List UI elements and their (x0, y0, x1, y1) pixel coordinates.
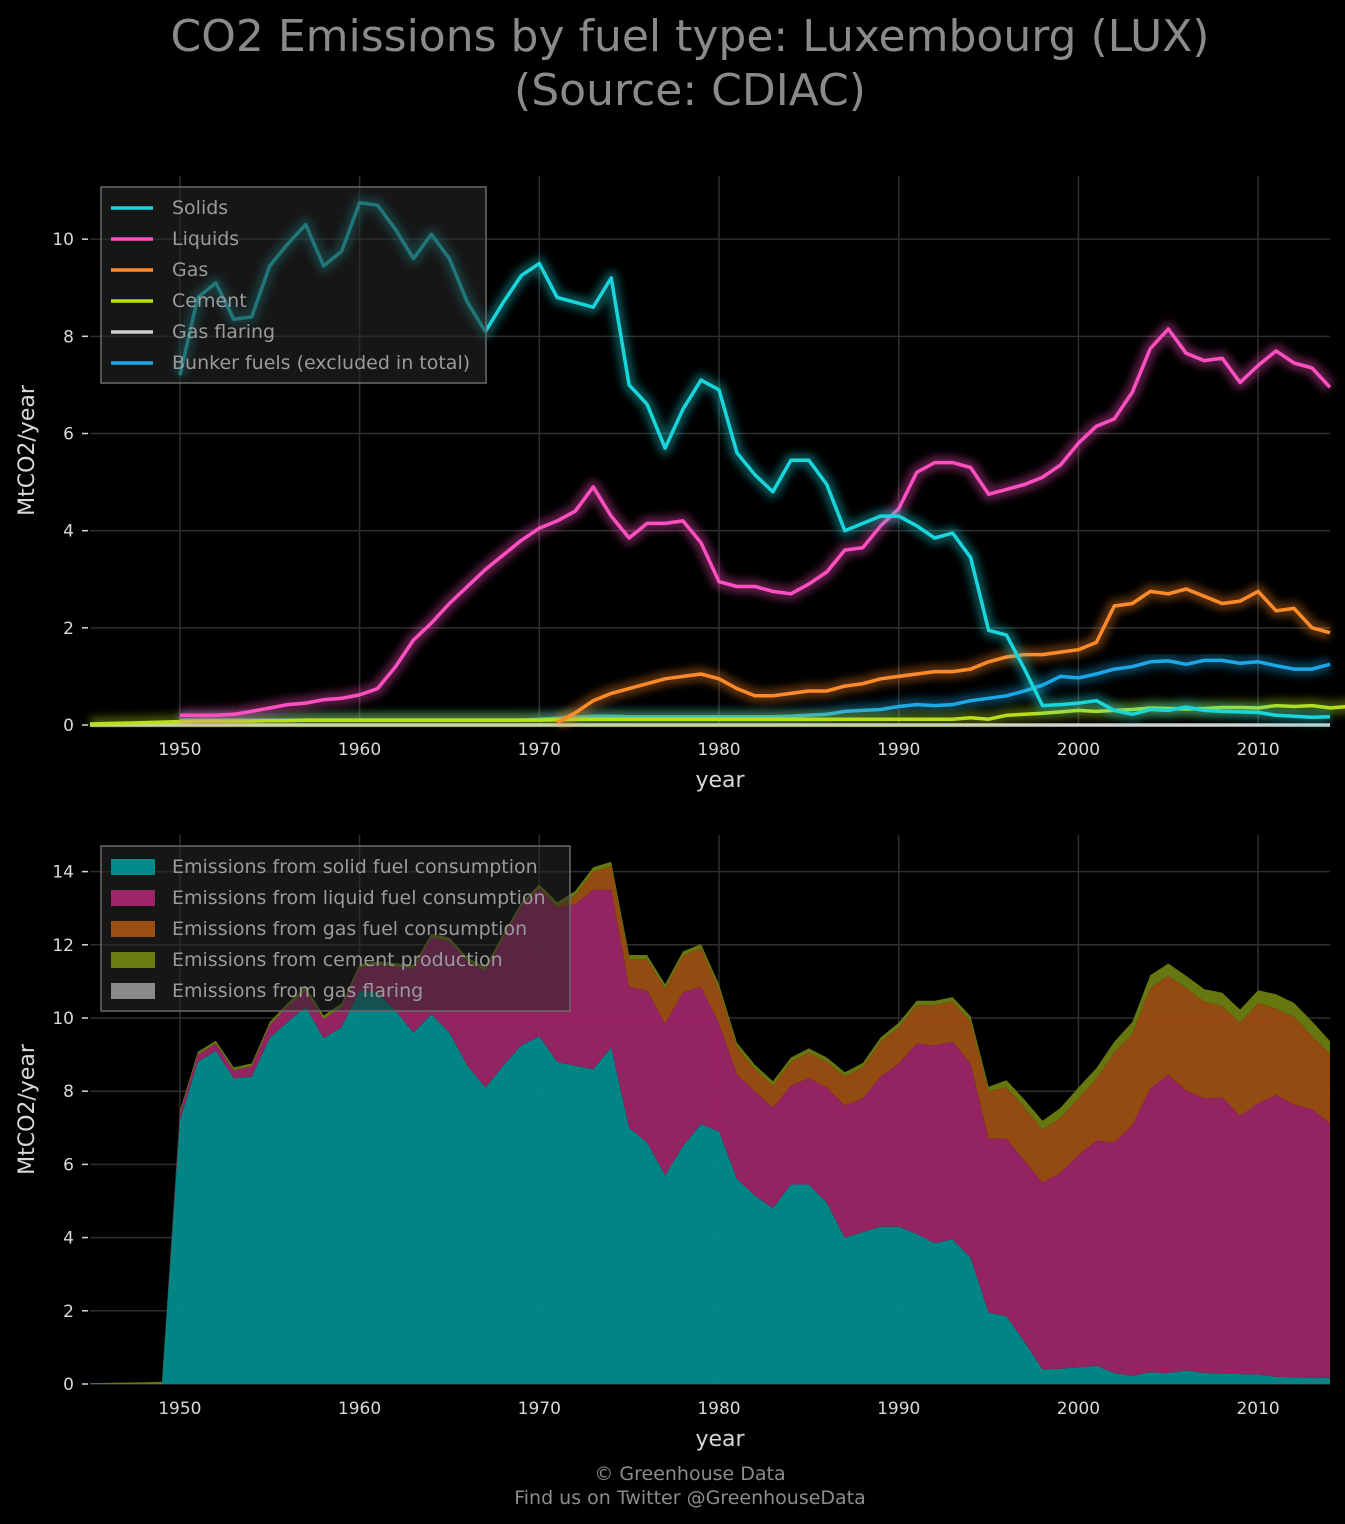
x-tick-label: 2010 (1236, 740, 1279, 760)
y-axis-label: MtCO2/year (15, 384, 40, 516)
y-tick-label: 8 (63, 327, 74, 347)
chart-title-line1: CO2 Emissions by fuel type: Luxembourg (… (170, 11, 1210, 62)
legend-label-emissions-from-gas-flaring: Emissions from gas flaring (172, 980, 423, 1002)
y-tick-label: 4 (63, 1229, 74, 1249)
chart-title-line2: (Source: CDIAC) (514, 65, 866, 116)
area-emissions-from-liquid-fuel-consumption (90, 888, 1330, 1384)
legend-swatch-emissions-from-solid-fuel-consumption (111, 859, 155, 875)
legend-label-bunker-fuels-excluded-in-total: Bunker fuels (excluded in total) (172, 352, 470, 374)
legend-label-gas-flaring: Gas flaring (172, 321, 275, 343)
area-chart-bottom: 1950 1960 1970 1980 1990 2000 2010 0 2 4 6 8 10 12 14 y… (15, 835, 1330, 1452)
y-tick-label: 10 (52, 1009, 74, 1029)
y-tick-label: 12 (52, 936, 74, 956)
y-tick-label: 6 (63, 424, 74, 444)
series-line-gas (556, 587, 1331, 725)
legend-label-emissions-from-liquid-fuel-consumption: Emissions from liquid fuel consumption (172, 887, 546, 909)
y-axis-label: MtCO2/year (15, 1043, 40, 1175)
y-tick-label: 2 (63, 619, 74, 639)
y-tick-label: 2 (63, 1302, 74, 1322)
x-tick-label: 2000 (1057, 740, 1100, 760)
legend-label-cement: Cement (172, 290, 247, 312)
x-axis-label: year (695, 1427, 745, 1452)
x-tick-label: 1960 (338, 1399, 381, 1419)
legend-swatch-emissions-from-liquid-fuel-consumption (111, 890, 155, 906)
x-tick-label: 1960 (338, 740, 381, 760)
legend-swatch-emissions-from-gas-flaring (111, 983, 155, 999)
x-tick-label: 1990 (877, 1399, 920, 1419)
y-tick-label: 0 (63, 1375, 74, 1395)
legend-box (100, 186, 487, 384)
legend-box (100, 845, 571, 1012)
footer-twitter: Find us on Twitter @GreenhouseData (514, 1487, 866, 1509)
x-tick-label: 1980 (697, 740, 740, 760)
line-chart-top: 1950 1960 1970 1980 1990 2000 2010 0 2 4 6 8 10 year M… (15, 176, 1345, 793)
y-tick-label: 6 (63, 1155, 74, 1175)
y-tick-label: 10 (52, 230, 74, 250)
x-tick-label: 1990 (877, 740, 920, 760)
x-axis-label: year (695, 768, 745, 793)
area-emissions-from-cement-production (90, 861, 1330, 1384)
x-tick-label: 1950 (158, 740, 201, 760)
legend-label-emissions-from-solid-fuel-consumption: Emissions from solid fuel consumption (172, 856, 538, 878)
footer-copyright: © Greenhouse Data (594, 1463, 786, 1485)
y-tick-label: 8 (63, 1082, 74, 1102)
area-emissions-from-solid-fuel-consumption (90, 990, 1330, 1384)
legend-swatch-emissions-from-gas-fuel-consumption (111, 921, 155, 937)
x-tick-label: 2000 (1057, 1399, 1100, 1419)
y-tick-label: 4 (63, 522, 74, 542)
series-line-liquids (179, 327, 1332, 718)
legend-label-gas: Gas (172, 259, 208, 281)
series-line-cement (89, 703, 1345, 726)
legend-label-emissions-from-cement-production: Emissions from cement production (172, 949, 503, 971)
legend-swatch-emissions-from-cement-production (111, 952, 155, 968)
x-tick-label: 1970 (518, 740, 561, 760)
legend-label-emissions-from-gas-fuel-consumption: Emissions from gas fuel consumption (172, 918, 527, 940)
y-tick-label: 0 (63, 716, 74, 736)
x-tick-label: 1950 (158, 1399, 201, 1419)
legend-label-liquids: Liquids (172, 228, 239, 250)
chart-title: CO2 Emissions by fuel type: Luxembourg (… (0, 10, 1345, 118)
x-tick-label: 2010 (1236, 1399, 1279, 1419)
area-emissions-from-gas-fuel-consumption (90, 866, 1330, 1384)
x-tick-label: 1980 (697, 1399, 740, 1419)
x-tick-label: 1970 (518, 1399, 561, 1419)
y-tick-label: 14 (52, 863, 74, 883)
legend-label-solids: Solids (172, 197, 228, 219)
